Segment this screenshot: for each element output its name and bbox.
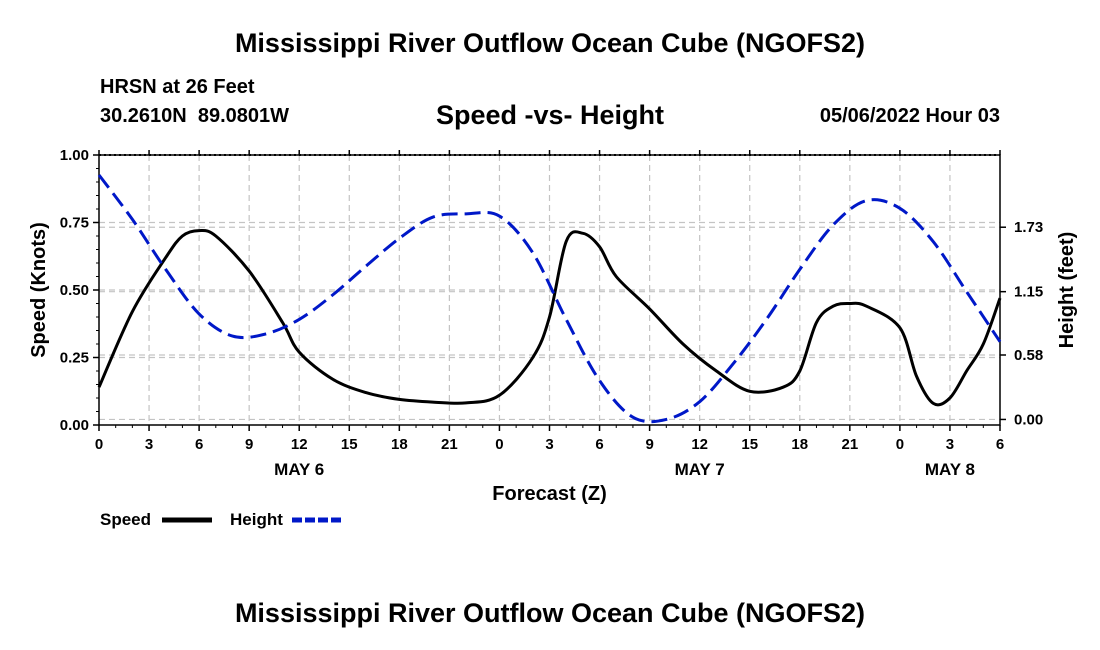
day-label: MAY 8 [925, 460, 975, 479]
y2-tick-label: 0.58 [1014, 347, 1043, 364]
axis-ticks: 0 3 6 9 12 15 18 21 0 3 6 9 12 15 18 21 0 3 6 MAY 6 MAY 7 MAY… [60, 147, 1043, 479]
legend-label-height: Height [230, 510, 283, 529]
series-line-speed [97, 229, 1002, 407]
day-label: MAY 7 [675, 460, 725, 479]
y2-tick-label: 1.73 [1014, 219, 1043, 236]
x-tick-label: 12 [291, 436, 308, 453]
station-label: HRSN at 26 Feet [100, 76, 255, 98]
x-tick-label: 21 [841, 436, 858, 453]
x-tick-label: 21 [441, 436, 458, 453]
y-axis-label: Speed (Knots) [28, 222, 50, 358]
x-tick-label: 15 [341, 436, 358, 453]
x-tick-label: 18 [791, 436, 808, 453]
grid [99, 155, 1000, 425]
forecast-date: 05/06/2022 Hour 03 [819, 105, 1000, 127]
chart-title: Speed -vs- Height [435, 100, 665, 130]
x-tick-label: 6 [195, 436, 203, 453]
coordinates-label: 30.2610N 89.0801W [100, 105, 290, 127]
y-tick-label: 0.00 [60, 417, 89, 434]
x-tick-label: 3 [946, 436, 954, 453]
y-tick-label: 0.50 [60, 282, 89, 299]
x-tick-label: 15 [741, 436, 758, 453]
y2-tick-label: 0.00 [1014, 411, 1043, 428]
x-tick-label: 12 [691, 436, 708, 453]
y-tick-label: 0.25 [60, 350, 89, 367]
x-tick-label: 6 [996, 436, 1004, 453]
x-tick-label: 3 [545, 436, 553, 453]
data-series [97, 174, 1002, 424]
x-tick-label: 3 [145, 436, 153, 453]
legend-label-speed: Speed [100, 510, 151, 529]
x-tick-label: 18 [391, 436, 408, 453]
y2-tick-label: 1.15 [1014, 284, 1043, 301]
x-tick-label: 0 [495, 436, 503, 453]
x-tick-label: 6 [595, 436, 603, 453]
y2-axis-label: Height (feet) [1056, 232, 1078, 349]
footer-title: Mississippi River Outflow Ocean Cube (NG… [234, 598, 866, 628]
series-line-height [97, 174, 1002, 424]
day-label: MAY 6 [274, 460, 324, 479]
x-tick-label: 0 [896, 436, 904, 453]
legend: Speed Height [100, 510, 342, 529]
x-tick-label: 9 [645, 436, 653, 453]
x-axis-label: Forecast (Z) [492, 483, 606, 505]
y-tick-label: 0.75 [60, 215, 89, 232]
x-tick-label: 0 [95, 436, 103, 453]
page-title: Mississippi River Outflow Ocean Cube (NG… [234, 28, 866, 58]
y-tick-label: 1.00 [60, 147, 89, 164]
x-tick-label: 9 [245, 436, 253, 453]
